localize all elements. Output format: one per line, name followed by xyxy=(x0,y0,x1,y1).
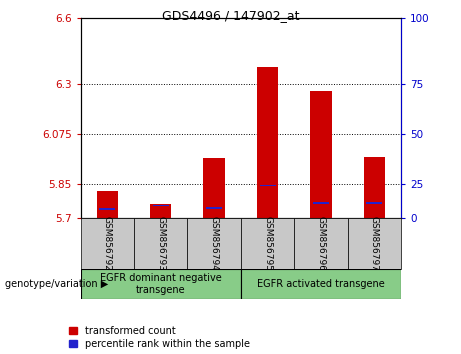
Legend: transformed count, percentile rank within the sample: transformed count, percentile rank withi… xyxy=(70,326,250,349)
Bar xyxy=(134,218,188,269)
Bar xyxy=(206,207,222,209)
Bar xyxy=(241,269,401,299)
Bar xyxy=(188,218,241,269)
Text: GSM856797: GSM856797 xyxy=(370,216,379,271)
Bar xyxy=(153,205,169,206)
Bar xyxy=(348,218,401,269)
Bar xyxy=(366,202,382,204)
Bar xyxy=(97,191,118,218)
Text: GSM856795: GSM856795 xyxy=(263,216,272,271)
Bar xyxy=(81,218,134,269)
Bar xyxy=(81,269,241,299)
Bar xyxy=(241,218,294,269)
Bar xyxy=(260,184,276,186)
Text: EGFR dominant negative
transgene: EGFR dominant negative transgene xyxy=(100,273,222,295)
Bar xyxy=(294,218,348,269)
Bar xyxy=(203,158,225,218)
Bar xyxy=(364,156,385,218)
Text: EGFR activated transgene: EGFR activated transgene xyxy=(257,279,385,289)
Bar xyxy=(313,202,329,204)
Bar xyxy=(100,208,115,210)
Text: GSM856793: GSM856793 xyxy=(156,216,165,271)
Bar xyxy=(257,67,278,218)
Text: GSM856796: GSM856796 xyxy=(316,216,325,271)
Text: genotype/variation ▶: genotype/variation ▶ xyxy=(5,279,108,289)
Bar xyxy=(150,204,171,218)
Text: GSM856794: GSM856794 xyxy=(210,216,219,271)
Text: GDS4496 / 147902_at: GDS4496 / 147902_at xyxy=(162,9,299,22)
Bar xyxy=(310,91,331,218)
Text: GSM856792: GSM856792 xyxy=(103,216,112,271)
